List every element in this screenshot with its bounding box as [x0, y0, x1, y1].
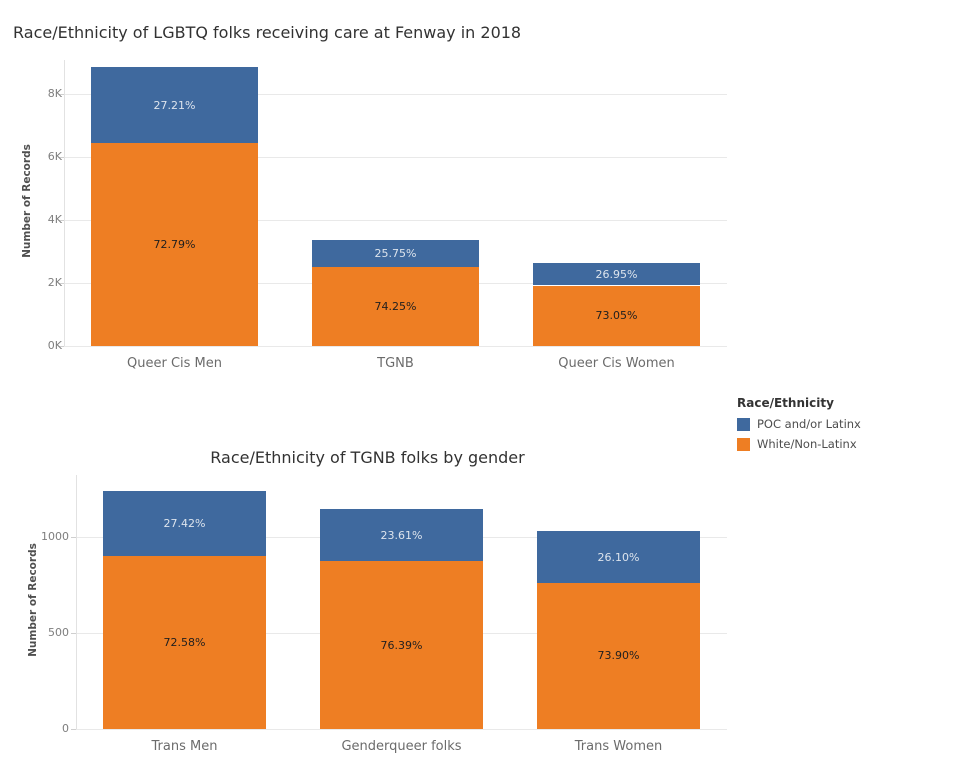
legend-item[interactable]: POC and/or Latinx	[737, 417, 861, 431]
y-tick-label: 6K	[47, 150, 62, 163]
y-tick-label: 500	[48, 626, 69, 639]
y-axis-tick	[59, 220, 64, 221]
bar-segment[interactable]: 72.58%	[103, 556, 266, 729]
y-tick-label: 4K	[47, 213, 62, 226]
y-axis-tick	[71, 729, 76, 730]
bar-segment[interactable]: 72.79%	[91, 143, 258, 346]
gridline	[64, 346, 727, 347]
y-axis-tick	[71, 633, 76, 634]
legend-swatch-blue	[737, 417, 750, 431]
y-tick-label: 1000	[41, 530, 69, 543]
x-category-label: Queer Cis Women	[558, 356, 675, 371]
x-category-label: TGNB	[377, 356, 414, 371]
legend-title: Race/Ethnicity	[737, 396, 834, 410]
y-axis-line	[64, 60, 65, 346]
bottom-chart-title: Race/Ethnicity of TGNB folks by gender	[210, 448, 525, 467]
y-axis-title: Number of Records	[27, 543, 39, 657]
legend-swatch-orange	[737, 437, 750, 451]
bar-segment[interactable]: 74.25%	[312, 267, 479, 346]
bar-segment[interactable]: 27.42%	[103, 490, 266, 557]
bar-segment[interactable]: 73.90%	[537, 582, 700, 729]
bar-percent-label: 27.42%	[163, 517, 206, 531]
gridline	[76, 729, 727, 730]
y-tick-label: 2K	[47, 276, 62, 289]
bar-percent-label: 76.39%	[380, 638, 423, 652]
x-category-label: Genderqueer folks	[341, 739, 462, 754]
y-axis-tick	[59, 94, 64, 95]
legend-item[interactable]: White/Non-Latinx	[737, 437, 861, 451]
legend-item-label: POC and/or Latinx	[757, 417, 861, 431]
bar-segment[interactable]: 25.75%	[312, 239, 479, 268]
bar-percent-label: 26.10%	[597, 550, 640, 564]
y-axis-tick	[59, 346, 64, 347]
legend-item-label: White/Non-Latinx	[757, 437, 857, 451]
gridline	[64, 94, 727, 95]
top-chart-title: Race/Ethnicity of LGBTQ folks receiving …	[13, 23, 522, 42]
bar-percent-label: 73.90%	[597, 649, 640, 663]
x-category-label: Trans Women	[574, 739, 663, 754]
bar-segment[interactable]: 23.61%	[320, 509, 483, 561]
bar-percent-label: 27.21%	[153, 98, 196, 112]
y-axis-tick	[59, 283, 64, 284]
bar-segment[interactable]: 26.95%	[533, 263, 700, 286]
bar-percent-label: 72.58%	[163, 636, 206, 650]
y-tick-label: 8K	[47, 87, 62, 100]
bar-segment[interactable]: 73.05%	[533, 285, 700, 346]
bar-segment[interactable]: 27.21%	[91, 67, 258, 143]
y-axis-tick	[71, 537, 76, 538]
bar-percent-label: 72.79%	[153, 238, 196, 252]
y-axis-title: Number of Records	[21, 144, 33, 258]
bar-percent-label: 74.25%	[374, 300, 417, 314]
gridline	[64, 157, 727, 158]
x-category-label: Trans Men	[151, 739, 218, 754]
gridline	[64, 220, 727, 221]
bar-segment[interactable]: 26.10%	[537, 531, 700, 583]
y-axis-tick	[59, 157, 64, 158]
bar-percent-label: 73.05%	[595, 309, 638, 323]
y-axis-line	[76, 475, 77, 729]
y-tick-label: 0	[62, 722, 69, 735]
bar-percent-label: 26.95%	[595, 267, 638, 281]
color-legend: Race/Ethnicity POC and/or Latinx White/No…	[737, 396, 861, 457]
bar-percent-label: 25.75%	[374, 247, 417, 261]
bar-percent-label: 23.61%	[380, 528, 423, 542]
y-tick-label: 0K	[47, 339, 62, 352]
x-category-label: Queer Cis Men	[127, 356, 222, 371]
bar-segment[interactable]: 76.39%	[320, 561, 483, 729]
